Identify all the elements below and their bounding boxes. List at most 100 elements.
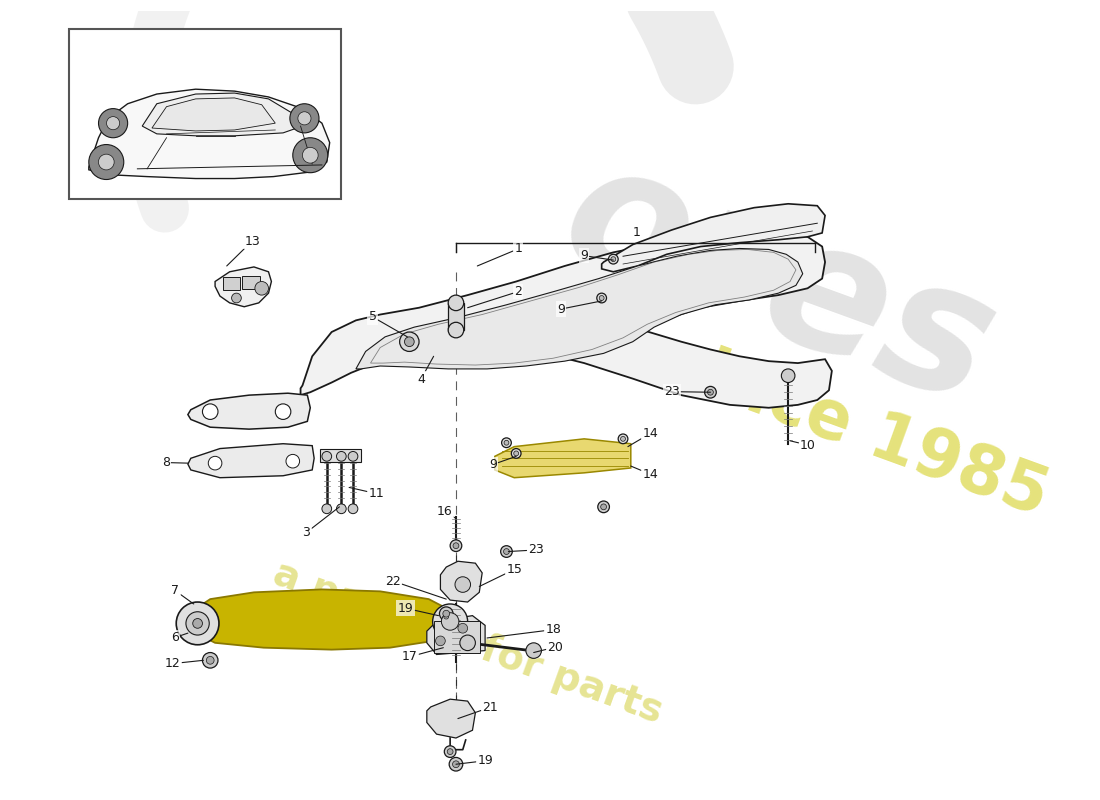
Circle shape [504, 440, 509, 445]
Text: 2: 2 [468, 285, 522, 308]
Text: 14: 14 [630, 466, 658, 481]
Text: 1: 1 [632, 226, 640, 238]
Circle shape [597, 293, 606, 303]
Circle shape [107, 117, 120, 130]
Polygon shape [216, 267, 272, 306]
Polygon shape [495, 439, 630, 478]
Bar [223, 277, 240, 290]
Polygon shape [427, 699, 475, 738]
Circle shape [432, 604, 468, 639]
Circle shape [448, 295, 464, 310]
Bar [69, 29, 341, 199]
Text: 18: 18 [487, 623, 561, 638]
Circle shape [298, 112, 311, 125]
Text: 8: 8 [162, 456, 188, 469]
Circle shape [458, 623, 468, 633]
Circle shape [405, 337, 415, 346]
Circle shape [322, 504, 331, 514]
Bar [433, 622, 481, 653]
Text: 21: 21 [458, 701, 498, 718]
Text: 6: 6 [172, 631, 188, 644]
Circle shape [500, 546, 513, 558]
Text: a passion for parts: a passion for parts [267, 554, 668, 731]
Circle shape [600, 295, 604, 301]
Circle shape [450, 540, 462, 551]
Text: 3: 3 [302, 507, 340, 539]
Circle shape [460, 635, 475, 650]
Circle shape [449, 758, 463, 771]
Polygon shape [152, 98, 275, 131]
Text: 5: 5 [368, 310, 407, 337]
Circle shape [208, 456, 222, 470]
Circle shape [202, 404, 218, 419]
Text: 19: 19 [398, 602, 439, 616]
Polygon shape [188, 394, 310, 429]
Text: since 1985: since 1985 [656, 329, 1057, 529]
Text: 23: 23 [508, 543, 543, 557]
Circle shape [286, 454, 299, 468]
Circle shape [441, 613, 459, 630]
Polygon shape [356, 249, 803, 369]
Circle shape [99, 109, 128, 138]
Circle shape [98, 154, 114, 170]
Circle shape [448, 322, 464, 338]
Circle shape [436, 636, 446, 646]
Text: 9: 9 [557, 301, 602, 315]
Text: 22: 22 [385, 574, 447, 599]
Circle shape [444, 746, 456, 758]
Circle shape [348, 504, 358, 514]
Circle shape [705, 386, 716, 398]
Circle shape [448, 749, 453, 754]
Circle shape [202, 653, 218, 668]
Circle shape [443, 614, 449, 619]
Polygon shape [371, 250, 796, 365]
Circle shape [781, 369, 795, 382]
Circle shape [207, 657, 215, 664]
Text: 10: 10 [790, 438, 816, 451]
Circle shape [707, 390, 714, 395]
Circle shape [452, 761, 460, 768]
Circle shape [526, 643, 541, 658]
Text: 9: 9 [581, 249, 614, 262]
Circle shape [597, 501, 609, 513]
Text: 20: 20 [534, 641, 563, 654]
Circle shape [618, 434, 628, 444]
Text: ores: ores [540, 125, 1016, 442]
Circle shape [290, 104, 319, 133]
Polygon shape [188, 444, 315, 478]
Circle shape [504, 549, 509, 554]
Circle shape [192, 618, 202, 628]
Polygon shape [427, 616, 485, 654]
Circle shape [453, 542, 459, 549]
Circle shape [322, 451, 331, 461]
Circle shape [255, 282, 268, 295]
Circle shape [302, 147, 318, 163]
Circle shape [399, 332, 419, 351]
Text: 16: 16 [437, 505, 456, 518]
Circle shape [455, 577, 471, 592]
Text: 7: 7 [172, 584, 194, 604]
Text: 9: 9 [490, 456, 516, 471]
Circle shape [275, 404, 290, 419]
Text: 13: 13 [227, 234, 260, 266]
Polygon shape [602, 204, 825, 272]
Polygon shape [89, 89, 330, 178]
Polygon shape [440, 562, 482, 602]
Circle shape [441, 612, 451, 622]
Text: 23: 23 [663, 385, 711, 398]
Circle shape [608, 254, 618, 264]
Bar [242, 276, 260, 290]
Circle shape [502, 438, 512, 447]
Circle shape [440, 607, 453, 621]
Circle shape [293, 138, 328, 173]
Circle shape [620, 437, 626, 442]
Bar [448, 303, 464, 330]
Bar [320, 449, 361, 462]
Text: 14: 14 [628, 427, 658, 446]
Circle shape [232, 293, 241, 303]
Circle shape [348, 451, 358, 461]
Circle shape [610, 257, 616, 262]
Circle shape [514, 451, 518, 456]
Polygon shape [300, 233, 832, 408]
Text: 1: 1 [477, 242, 522, 266]
